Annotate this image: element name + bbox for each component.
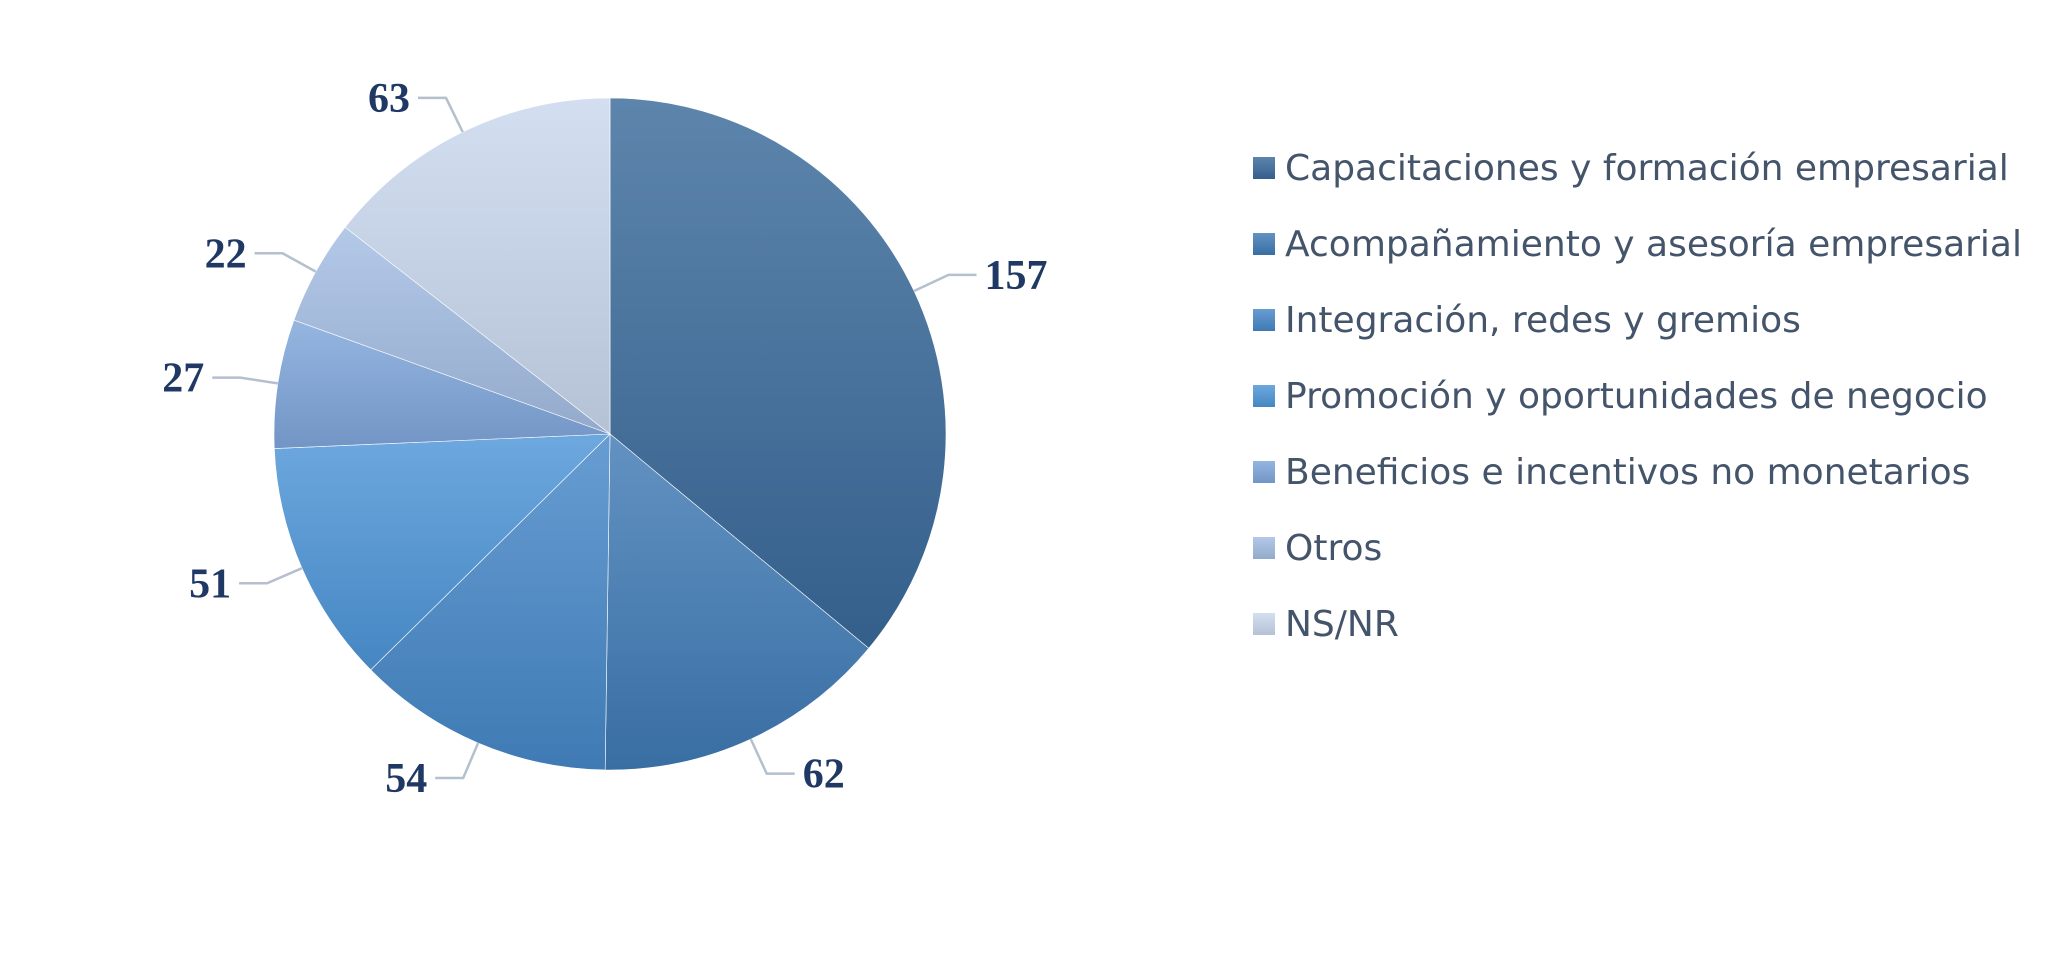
pie-slice: [604, 433, 870, 771]
legend-swatch: [1253, 537, 1275, 559]
legend-label: Beneficios e incentivos no monetarios: [1285, 452, 1970, 493]
legend-label: NS/NR: [1285, 604, 1399, 645]
legend: Capacitaciones y formación empresarial Ac…: [1253, 148, 2022, 645]
legend-label: Integración, redes y gremios: [1285, 300, 1801, 341]
legend-item: Acompañamiento y asesoría empresarial: [1253, 224, 2022, 265]
pie-slice: [273, 319, 611, 449]
legend-swatch: [1253, 385, 1275, 407]
legend-label: Capacitaciones y formación empresarial: [1285, 148, 2009, 189]
leader-line: [913, 273, 977, 293]
legend-swatch: [1253, 613, 1275, 635]
legend-item: Integración, redes y gremios: [1253, 300, 1801, 341]
leader-line: [239, 567, 303, 585]
legend-swatch: [1253, 233, 1275, 255]
data-labels: 157 62 54 51 27 22 63: [162, 76, 1047, 802]
leader-lines: [212, 96, 977, 780]
leader-line: [254, 252, 317, 273]
pie-slice: [609, 97, 947, 649]
data-label: 62: [803, 752, 845, 798]
legend-label: Promoción y oportunidades de negocio: [1285, 376, 1988, 417]
data-label: 63: [368, 76, 410, 122]
legend-swatch: [1253, 309, 1275, 331]
pie-slice: [273, 433, 611, 671]
leader-line: [212, 376, 278, 385]
pie-slices: [273, 97, 947, 771]
leader-line: [435, 742, 480, 780]
data-label: 27: [162, 356, 204, 402]
legend-label: Acompañamiento y asesoría empresarial: [1285, 224, 2022, 265]
data-label: 54: [385, 756, 427, 802]
legend-item: Otros: [1253, 528, 1382, 569]
data-label: 22: [205, 231, 247, 277]
legend-item: NS/NR: [1253, 604, 1399, 645]
data-label: 51: [189, 561, 231, 607]
legend-swatch: [1253, 157, 1275, 179]
legend-swatch: [1253, 461, 1275, 483]
leader-line: [749, 738, 795, 775]
legend-label: Otros: [1285, 528, 1382, 569]
pie-slice: [344, 97, 611, 435]
leader-line: [418, 96, 464, 133]
legend-item: Capacitaciones y formación empresarial: [1253, 148, 2009, 189]
legend-item: Beneficios e incentivos no monetarios: [1253, 452, 1970, 493]
data-label: 157: [985, 253, 1048, 299]
legend-item: Promoción y oportunidades de negocio: [1253, 376, 1988, 417]
